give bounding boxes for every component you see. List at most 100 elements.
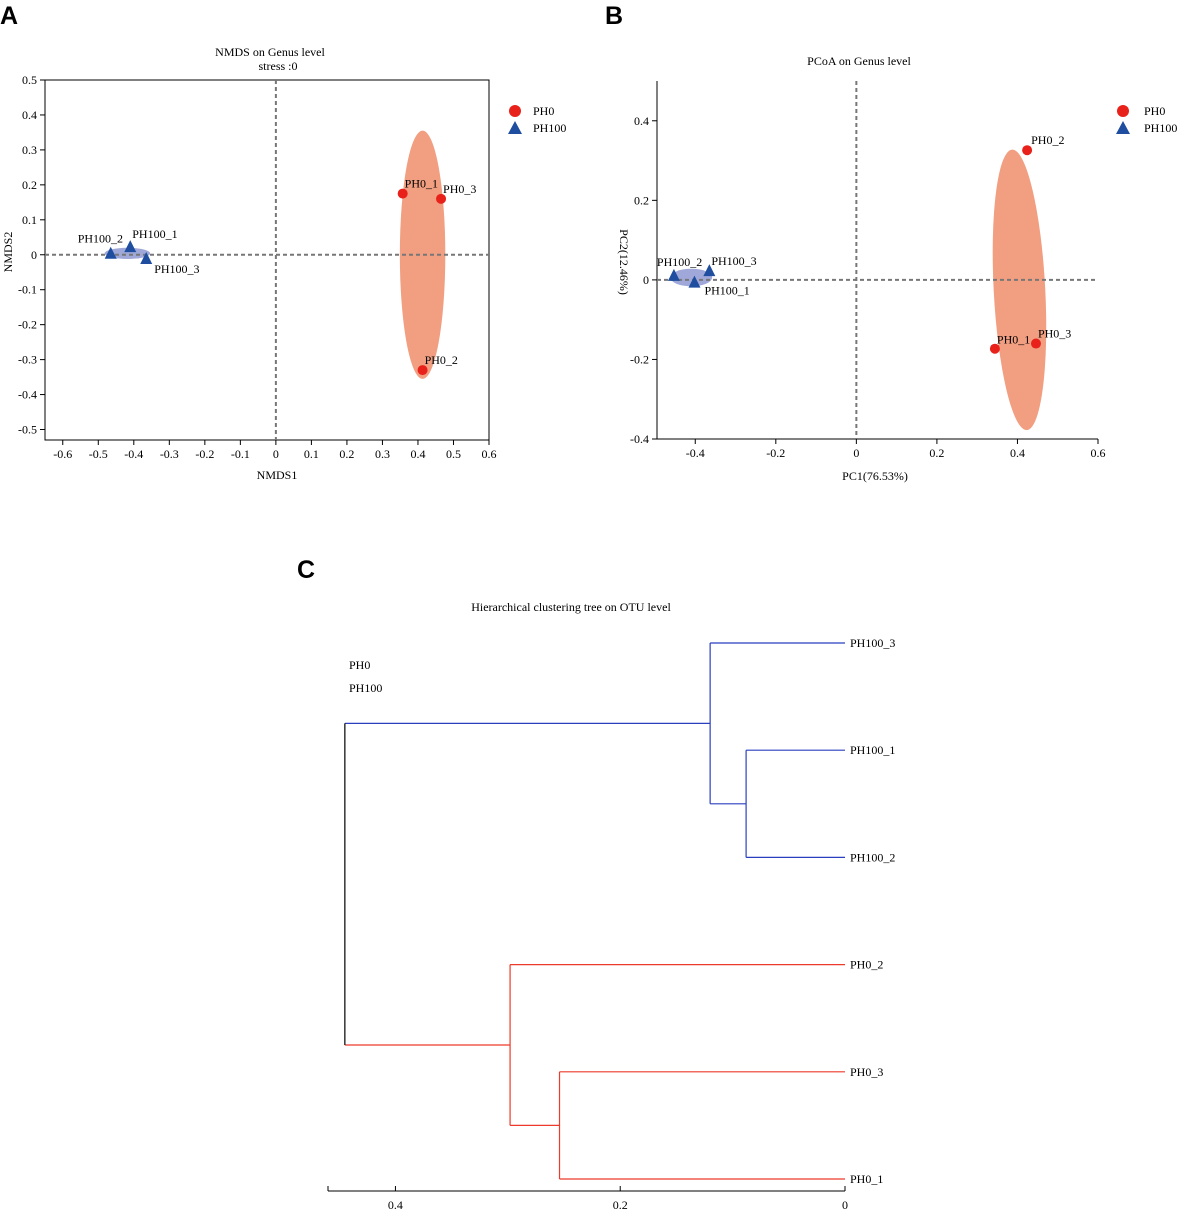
tree-leaf-label-ph0-2: PH0_2 [850,958,883,972]
nmds-ellipse-ph0 [399,130,446,379]
pcoa-point-ph100-3 [703,264,716,277]
panel-letter-a: A [0,2,18,30]
nmds-x-tick-label: 0.1 [304,447,319,461]
nmds-point-label-ph100-1: PH100_1 [132,227,177,241]
pcoa-x-tick-label: 0.4 [1010,446,1025,460]
nmds-x-tick-label: -0.4 [124,447,143,461]
pcoa-legend-ph100-label: PH100 [1144,121,1177,135]
nmds-y-tick-label: -0.2 [18,318,37,332]
panel-letter-c: C [297,556,315,584]
pcoa-point-label-ph100-3: PH100_3 [711,254,756,268]
nmds-x-tick-label: 0.3 [375,447,390,461]
nmds-x-tick-label: 0.4 [410,447,425,461]
nmds-title: NMDS on Genus level [215,45,325,59]
pcoa-legend-ph0-marker [1117,105,1129,117]
nmds-ellipse-ph100 [104,247,151,259]
nmds-y-tick-label: 0.3 [22,143,37,157]
nmds-point-label-ph0-2: PH0_2 [425,353,458,367]
dendrogram-plot-area: PH100_3 PH100_1 PH100_2 PH0_2 PH0_3 PH0_1 0.4 0… [327,636,895,1212]
tree-leaf-label-ph100-2: PH100_2 [850,850,895,864]
panel-letter-b: B [605,2,623,30]
pcoa-point-label-ph0-3: PH0_3 [1038,327,1071,341]
nmds-legend-ph0-label: PH0 [533,104,554,118]
pcoa-x-tick-label: -0.2 [766,446,785,460]
pcoa-ellipse-ph100 [670,268,713,287]
nmds-x-tick-label: -0.6 [53,447,72,461]
pcoa-legend-ph0-label: PH0 [1144,104,1165,118]
pcoa-x-tick-label: 0.2 [929,446,944,460]
pcoa-ellipse-ph0 [992,149,1047,431]
tree-legend-ph0: PH0 [349,658,370,672]
pcoa-y-tick-label: 0.4 [634,114,649,128]
pcoa-point-ph100-2 [667,268,680,281]
nmds-point-ph100-1 [124,240,137,253]
nmds-y-axis-label: NMDS2 [1,232,15,273]
tree-title: Hierarchical clustering tree on OTU leve… [471,600,671,614]
nmds-x-tick-label: -0.5 [89,447,108,461]
nmds-x-tick-label: 0.5 [446,447,461,461]
pcoa-x-tick-label: 0.6 [1091,446,1106,460]
nmds-legend-ph100-label: PH100 [533,121,566,135]
tree-legend-ph100: PH100 [349,681,382,695]
nmds-x-tick-label: -0.2 [195,447,214,461]
pcoa-plot-area: -0.4 -0.2 0 0.2 0.4 0.6 0.4 0.2 0 -0.2 -0.4 PH0_2 PH… [630,81,1106,460]
pcoa-legend: PH0 PH100 [1116,104,1177,135]
pcoa-y-axis-label: PC2(12.46%) [617,229,631,295]
pcoa-x-axis-label: PC1(76.53%) [842,469,908,483]
pcoa-x-tick-label: -0.4 [686,446,705,460]
nmds-y-tick-label: 0.1 [22,213,37,227]
pcoa-point-label-ph0-2: PH0_2 [1031,133,1064,147]
pcoa-point-ph0-2 [1022,145,1033,156]
tree-axis-tick-label: 0.2 [613,1198,628,1212]
nmds-point-ph100-3 [140,251,153,264]
nmds-y-tick-label: -0.5 [18,423,37,437]
nmds-x-tick-label: 0.2 [339,447,354,461]
nmds-legend: PH0 PH100 [508,104,566,135]
pcoa-y-tick-label: -0.4 [630,432,649,446]
nmds-x-tick-label: -0.1 [231,447,250,461]
pcoa-panel: PCoA on Genus level -0.4 -0.2 0 0.2 0.4 0.6 0.… [617,54,1177,483]
pcoa-y-tick-label: -0.2 [630,352,649,366]
nmds-point-ph0-1 [397,188,408,199]
nmds-panel: NMDS on Genus level stress :0 -0.6 -0.5 -0… [1,45,566,482]
nmds-point-label-ph100-2: PH100_2 [78,232,123,246]
pcoa-point-label-ph0-1: PH0_1 [997,333,1030,347]
nmds-y-tick-label: -0.3 [18,353,37,367]
pcoa-legend-ph100-marker [1116,121,1130,134]
nmds-y-tick-label: 0.5 [22,73,37,87]
nmds-x-tick-label: 0 [273,447,279,461]
nmds-y-tick-label: 0 [31,248,37,262]
nmds-point-ph0-2 [417,365,428,376]
nmds-y-tick-label: -0.1 [18,283,37,297]
tree-leaf-label-ph100-1: PH100_1 [850,743,895,757]
nmds-x-tick-label: 0.6 [482,447,497,461]
pcoa-point-ph0-3 [1030,338,1041,349]
pcoa-point-label-ph100-1: PH100_1 [704,284,749,298]
pcoa-title: PCoA on Genus level [807,54,911,68]
nmds-legend-ph0-marker [509,105,521,117]
nmds-legend-ph100-marker [508,121,522,134]
nmds-point-label-ph0-1: PH0_1 [405,177,438,191]
pcoa-x-tick-label: 0 [853,446,859,460]
nmds-y-tick-label: -0.4 [18,388,37,402]
nmds-x-axis-label: NMDS1 [257,468,298,482]
nmds-y-tick-label: 0.4 [22,108,37,122]
nmds-plot-area: -0.6 -0.5 -0.4 -0.3 -0.2 -0.1 0 0.1 0.2 0.3 0.4 0.5… [18,73,497,461]
pcoa-point-ph0-1 [989,343,1000,354]
dendrogram-panel: Hierarchical clustering tree on OTU leve… [327,600,895,1212]
tree-leaf-label-ph0-3: PH0_3 [850,1065,883,1079]
pcoa-point-label-ph100-2: PH100_2 [657,255,702,269]
tree-axis-tick-label: 0 [842,1198,848,1212]
tree-leaf-label-ph100-3: PH100_3 [850,636,895,650]
tree-axis-tick-label: 0.4 [388,1198,403,1212]
nmds-point-ph100-2 [104,246,117,259]
nmds-frame [44,79,490,441]
nmds-subtitle: stress :0 [259,59,298,73]
nmds-y-tick-label: 0.2 [22,178,37,192]
pcoa-y-tick-label: 0.2 [634,193,649,207]
nmds-point-label-ph0-3: PH0_3 [443,182,476,196]
tree-leaf-label-ph0-1: PH0_1 [850,1172,883,1186]
nmds-x-tick-label: -0.3 [160,447,179,461]
nmds-point-label-ph100-3: PH100_3 [154,262,199,276]
